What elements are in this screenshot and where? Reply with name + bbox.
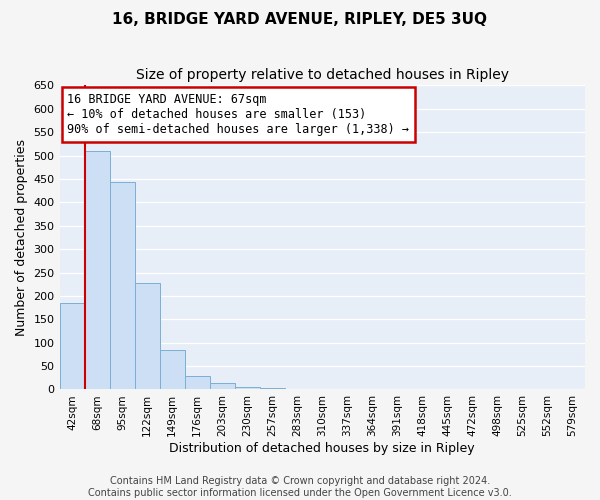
Text: Contains HM Land Registry data © Crown copyright and database right 2024.
Contai: Contains HM Land Registry data © Crown c… <box>88 476 512 498</box>
Text: 16, BRIDGE YARD AVENUE, RIPLEY, DE5 3UQ: 16, BRIDGE YARD AVENUE, RIPLEY, DE5 3UQ <box>113 12 487 28</box>
Bar <box>260 388 285 390</box>
Bar <box>134 283 160 390</box>
Bar <box>85 151 110 390</box>
Bar <box>110 182 134 390</box>
Bar <box>185 376 209 390</box>
Bar <box>59 303 85 390</box>
Y-axis label: Number of detached properties: Number of detached properties <box>15 139 28 336</box>
Bar <box>209 384 235 390</box>
Bar <box>235 387 260 390</box>
Bar <box>160 350 185 390</box>
Title: Size of property relative to detached houses in Ripley: Size of property relative to detached ho… <box>136 68 509 82</box>
Text: 16 BRIDGE YARD AVENUE: 67sqm
← 10% of detached houses are smaller (153)
90% of s: 16 BRIDGE YARD AVENUE: 67sqm ← 10% of de… <box>67 93 409 136</box>
X-axis label: Distribution of detached houses by size in Ripley: Distribution of detached houses by size … <box>169 442 475 455</box>
